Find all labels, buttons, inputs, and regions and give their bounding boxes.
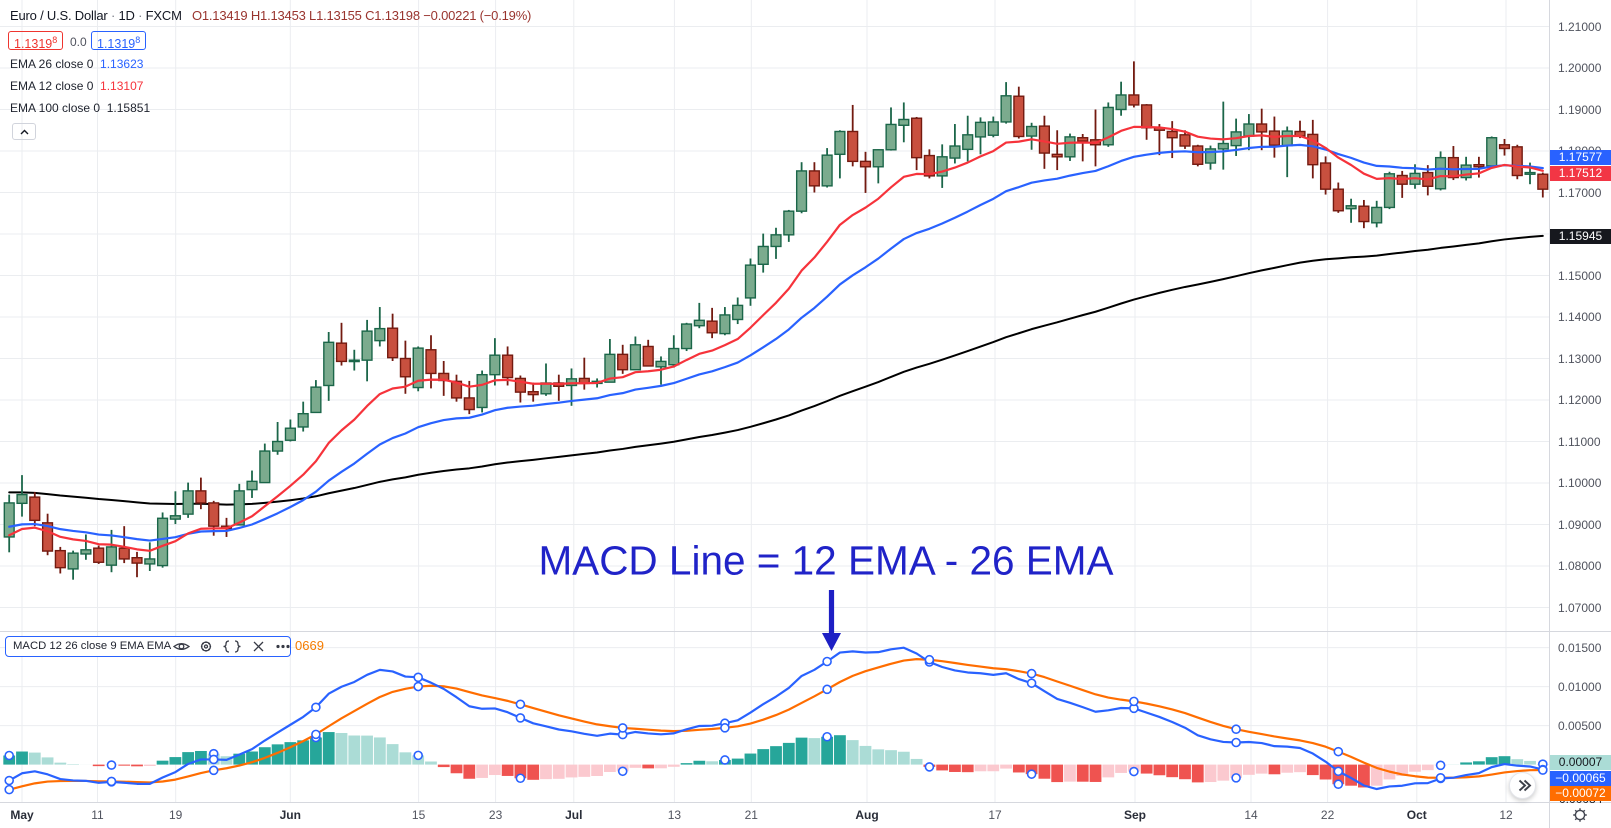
svg-text:MACD Line = 12 EMA - 26 EMA: MACD Line = 12 EMA - 26 EMA bbox=[538, 538, 1113, 584]
